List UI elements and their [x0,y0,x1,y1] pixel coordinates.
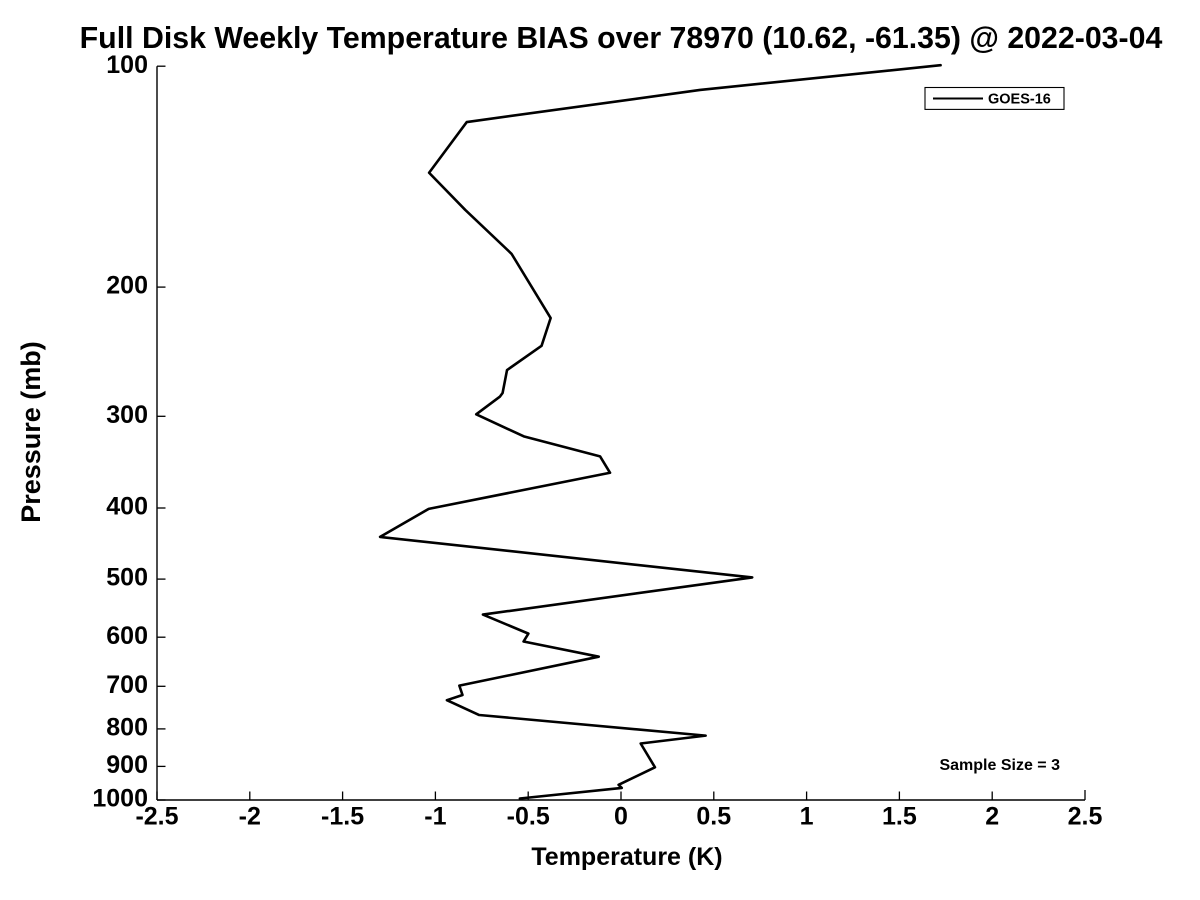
svg-text:-1: -1 [424,803,446,831]
svg-text:300: 300 [106,401,148,429]
svg-text:GOES-16: GOES-16 [988,92,1051,108]
svg-text:-1.5: -1.5 [321,803,364,831]
svg-text:0.5: 0.5 [696,803,731,831]
svg-text:500: 500 [106,564,148,592]
svg-text:2: 2 [985,803,999,831]
svg-text:0: 0 [614,803,628,831]
svg-text:400: 400 [106,493,148,521]
svg-text:900: 900 [106,751,148,779]
svg-text:Pressure (mb): Pressure (mb) [16,341,46,523]
svg-text:1.5: 1.5 [882,803,917,831]
svg-text:1000: 1000 [92,785,148,813]
svg-text:700: 700 [106,671,148,699]
svg-text:-0.5: -0.5 [507,803,550,831]
svg-text:800: 800 [106,714,148,742]
svg-text:2.5: 2.5 [1068,803,1103,831]
svg-text:-2: -2 [239,803,261,831]
svg-text:Temperature (K): Temperature (K) [531,843,722,871]
svg-text:Sample Size = 3: Sample Size = 3 [939,757,1060,774]
svg-text:1: 1 [800,803,814,831]
svg-text:100: 100 [106,51,148,79]
svg-text:600: 600 [106,622,148,650]
svg-text:200: 200 [106,272,148,300]
